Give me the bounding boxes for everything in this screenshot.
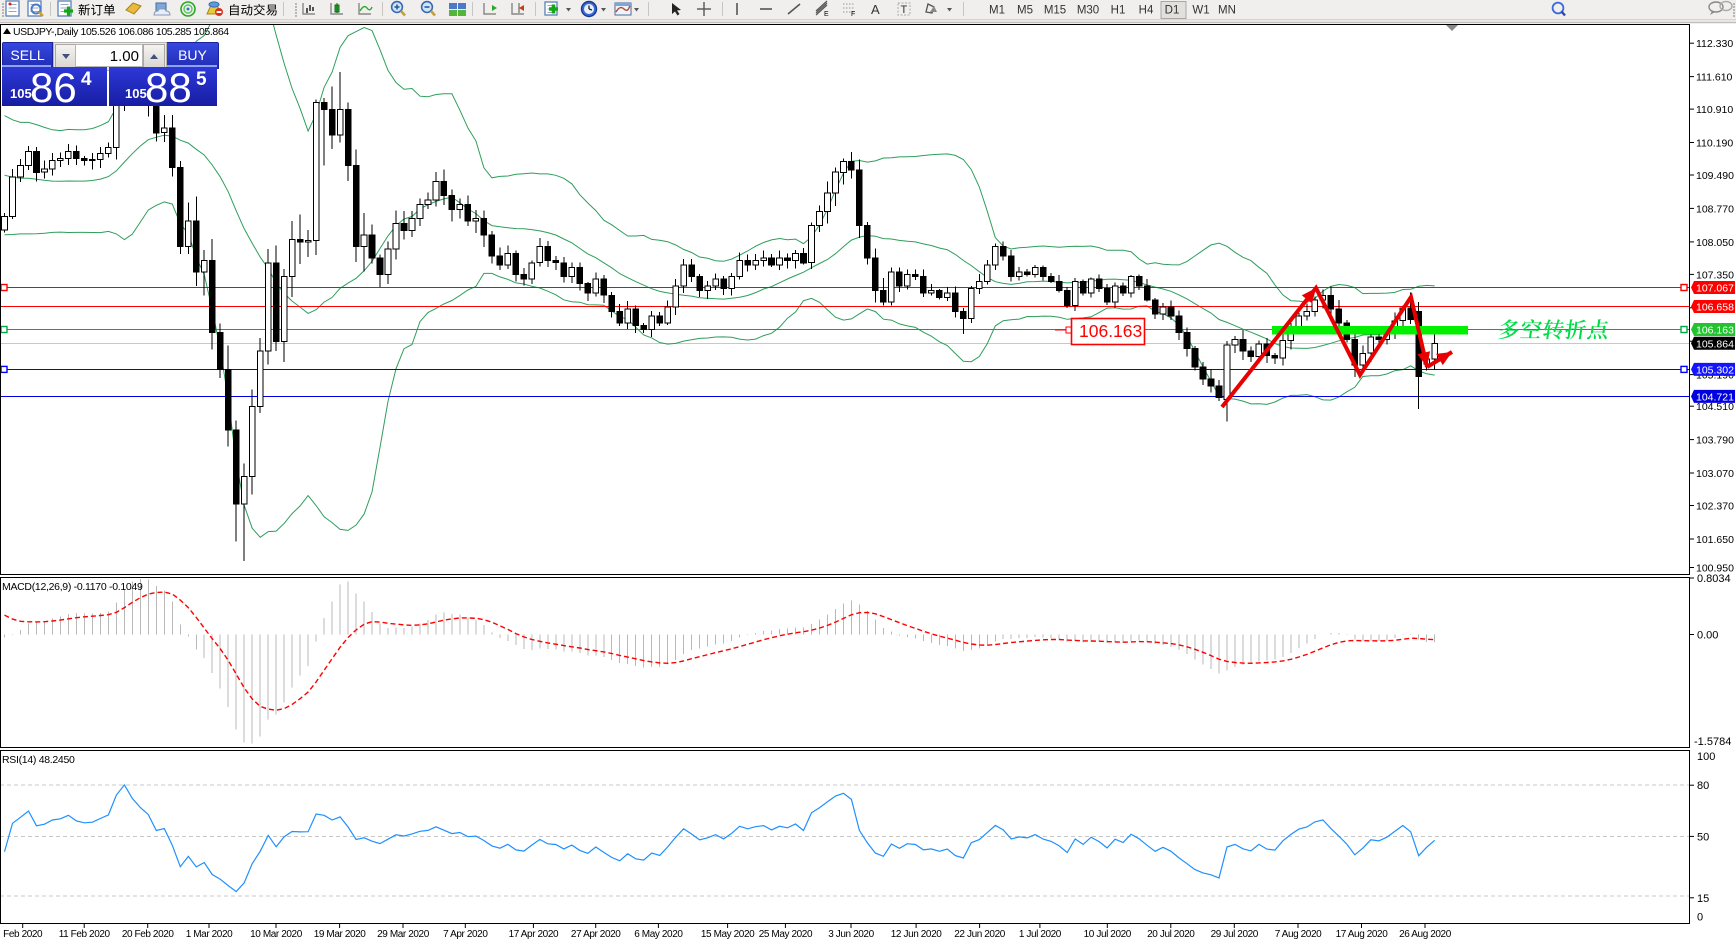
svg-text:104.721: 104.721	[1696, 391, 1734, 403]
svg-text:105.864: 105.864	[1696, 338, 1734, 350]
svg-text:1 Jul 2020: 1 Jul 2020	[1019, 929, 1062, 940]
svg-text:22 Jun 2020: 22 Jun 2020	[954, 929, 1005, 940]
svg-text:20 Jul 2020: 20 Jul 2020	[1147, 929, 1195, 940]
svg-text:15: 15	[1697, 893, 1709, 905]
svg-text:17 Aug 2020: 17 Aug 2020	[1336, 929, 1389, 940]
svg-text:10 Mar 2020: 10 Mar 2020	[250, 929, 303, 940]
svg-text:106.163: 106.163	[1079, 321, 1142, 341]
svg-text:M30: M30	[1077, 5, 1099, 17]
svg-text:E: E	[824, 11, 829, 18]
svg-text:106.163: 106.163	[1696, 325, 1734, 337]
svg-text:12 Jun 2020: 12 Jun 2020	[891, 929, 942, 940]
svg-text:1 Mar 2020: 1 Mar 2020	[186, 929, 233, 940]
svg-text:25 May 2020: 25 May 2020	[759, 929, 813, 940]
svg-text:26 Aug 2020: 26 Aug 2020	[1399, 929, 1452, 940]
svg-text:107.350: 107.350	[1696, 269, 1734, 281]
svg-text:110.910: 110.910	[1696, 104, 1733, 116]
svg-text:H1: H1	[1111, 5, 1126, 17]
svg-text:MACD(12,26,9) -0.1170 -0.1049: MACD(12,26,9) -0.1170 -0.1049	[2, 581, 143, 593]
svg-text:103.070: 103.070	[1696, 468, 1734, 480]
svg-text:109.490: 109.490	[1696, 170, 1734, 182]
svg-text:RSI(14) 48.2450: RSI(14) 48.2450	[2, 754, 75, 766]
svg-text:17 Apr 2020: 17 Apr 2020	[509, 929, 559, 940]
svg-text:11 Feb 2020: 11 Feb 2020	[59, 929, 111, 940]
svg-text:M15: M15	[1044, 5, 1066, 17]
svg-text:100.950: 100.950	[1696, 563, 1734, 575]
svg-text:29 Mar 2020: 29 Mar 2020	[377, 929, 430, 940]
svg-text:102.370: 102.370	[1696, 501, 1734, 513]
svg-text:106.658: 106.658	[1696, 302, 1734, 314]
svg-text:15 May 2020: 15 May 2020	[701, 929, 755, 940]
svg-text:A: A	[871, 2, 880, 17]
svg-text:29 Jul 2020: 29 Jul 2020	[1211, 929, 1259, 940]
svg-text:Feb 2020: Feb 2020	[3, 929, 43, 940]
svg-text:6 May 2020: 6 May 2020	[634, 929, 683, 940]
svg-text:112.330: 112.330	[1696, 38, 1733, 50]
svg-text:USDJPY-,Daily 105.526 106.086: USDJPY-,Daily 105.526 106.086 105.285 10…	[13, 26, 229, 38]
svg-text:D1: D1	[1165, 5, 1180, 17]
svg-text:M5: M5	[1017, 5, 1033, 17]
svg-text:100: 100	[1697, 751, 1715, 763]
svg-text:108.770: 108.770	[1696, 203, 1734, 215]
svg-text:W1: W1	[1192, 5, 1209, 17]
svg-text:0: 0	[1697, 912, 1703, 924]
svg-text:103.790: 103.790	[1696, 435, 1734, 447]
svg-text:MN: MN	[1218, 5, 1236, 17]
svg-text:-1.5784: -1.5784	[1694, 736, 1731, 748]
svg-text:20 Feb 2020: 20 Feb 2020	[122, 929, 175, 940]
svg-text:T: T	[901, 4, 908, 16]
svg-text:101.650: 101.650	[1696, 534, 1734, 546]
svg-text:105.302: 105.302	[1696, 364, 1734, 376]
svg-text:H4: H4	[1139, 5, 1154, 17]
svg-text:104.510: 104.510	[1696, 401, 1734, 413]
svg-text:10 Jul 2020: 10 Jul 2020	[1084, 929, 1132, 940]
svg-text:108.050: 108.050	[1696, 237, 1734, 249]
svg-text:110.190: 110.190	[1696, 138, 1733, 150]
svg-text:19 Mar 2020: 19 Mar 2020	[314, 929, 367, 940]
svg-text:7 Apr 2020: 7 Apr 2020	[443, 929, 488, 940]
svg-text:0.8034: 0.8034	[1697, 573, 1731, 585]
svg-text:107.067: 107.067	[1696, 283, 1734, 295]
svg-text:111.610: 111.610	[1696, 72, 1733, 84]
svg-text:3 Jun 2020: 3 Jun 2020	[828, 929, 874, 940]
svg-text:M1: M1	[989, 5, 1005, 17]
svg-text:F: F	[851, 11, 855, 18]
svg-text:50: 50	[1697, 831, 1709, 843]
svg-text:80: 80	[1697, 780, 1709, 792]
svg-text:27 Apr 2020: 27 Apr 2020	[571, 929, 621, 940]
svg-text:0.00: 0.00	[1697, 630, 1718, 642]
svg-text:7 Aug 2020: 7 Aug 2020	[1275, 929, 1322, 940]
